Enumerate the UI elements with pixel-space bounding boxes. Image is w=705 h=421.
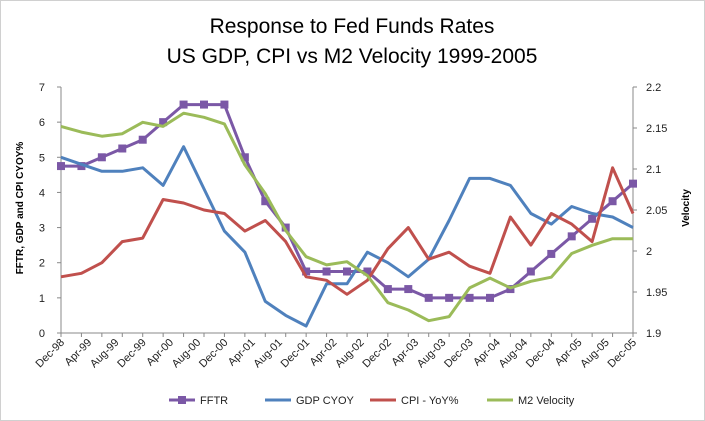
data-point-fftr (608, 197, 617, 206)
data-point-fftr (526, 267, 535, 276)
series-line-m2-velocity (60, 111, 633, 323)
data-point-fftr (486, 293, 494, 302)
data-point-fftr (179, 100, 188, 109)
x-tick-label: Aug-00 (170, 337, 204, 371)
y-right-tick-label: 1.95 (646, 287, 667, 299)
data-point-fftr (322, 267, 331, 276)
data-point-fftr (240, 153, 249, 162)
y-left-tick-label: 3 (39, 223, 45, 235)
x-tick-label: Aug-01 (251, 337, 285, 371)
series-line-gdp-cyoy (60, 145, 634, 328)
y-left-tick-label: 0 (39, 328, 45, 340)
data-point-fftr (567, 232, 576, 241)
y-right-tick-label: 2.1 (646, 164, 661, 176)
data-point-fftr (445, 293, 454, 302)
data-point-fftr (629, 179, 637, 188)
data-point-fftr (547, 249, 556, 258)
x-tick-label: Dec-02 (360, 337, 394, 371)
data-point-fftr (404, 285, 413, 294)
y-left-tick-label: 6 (39, 117, 45, 129)
x-tick-label: Dec-98 (34, 337, 68, 371)
data-point-fftr (465, 293, 474, 302)
chart-title-line-1: Response to Fed Funds Rates (210, 15, 495, 38)
y-left-tick-label: 4 (39, 187, 45, 199)
data-point-fftr (220, 100, 229, 109)
data-point-fftr (588, 214, 597, 223)
series-line-cpi-yoy (60, 166, 635, 296)
y-right-tick-label: 2.15 (646, 123, 667, 135)
y-axis-left-title: FFTR, GDP and CPI CYOY% (15, 142, 26, 275)
x-tick-label: Aug-02 (333, 337, 367, 371)
data-point-fftr (118, 144, 127, 153)
legend-label-fftr: FFTR (200, 395, 228, 407)
x-tick-label: Aug-03 (415, 337, 449, 371)
y-right-tick-label: 2.2 (646, 82, 661, 94)
legend-label-m2-velocity: M2 Velocity (518, 395, 575, 407)
x-tick-label: Dec-05 (606, 337, 640, 371)
data-point-fftr (261, 197, 270, 206)
y-left-tick-label: 2 (39, 258, 45, 270)
data-point-fftr (343, 267, 351, 276)
y-left-tick-label: 7 (39, 82, 45, 94)
legend-marker-fftr (178, 396, 186, 404)
legend: FFTR GDP CYOY CPI - YoY% M2 Velocity (169, 395, 575, 407)
y-left-tick-label: 5 (39, 152, 45, 164)
chart-title-line-2: US GDP, CPI vs M2 Velocity 1999-2005 (167, 45, 538, 68)
data-point-fftr (57, 162, 65, 171)
data-point-fftr (383, 285, 392, 294)
data-point-fftr (97, 153, 106, 162)
x-tick-label: Aug-04 (497, 337, 531, 371)
y-left-tick-label: 1 (39, 293, 45, 305)
y-right-tick-label: 2 (646, 246, 652, 258)
data-point-fftr (138, 135, 147, 144)
data-point-fftr (159, 118, 168, 127)
legend-label-cpi-yoy: CPI - YoY% (401, 395, 459, 407)
x-tick-label: Dec-03 (442, 337, 476, 371)
legend-label-gdp-cyoy: GDP CYOY (296, 395, 355, 407)
x-tick-label: Dec-99 (115, 337, 149, 371)
y-right-tick-label: 2.05 (646, 205, 667, 217)
x-tick-label: Dec-04 (524, 337, 558, 371)
x-tick-label: Aug-99 (88, 337, 122, 371)
x-tick-label: Dec-00 (197, 337, 231, 371)
data-point-fftr (302, 267, 311, 276)
x-tick-label: Dec-01 (279, 337, 313, 371)
data-point-fftr (200, 100, 208, 109)
y-axis-right-title: Velocity (681, 189, 692, 227)
y-right-tick-label: 1.9 (646, 328, 661, 340)
data-point-fftr (77, 162, 86, 171)
plot-area: 012345671.91.9522.052.12.152.2Dec-98Apr-… (34, 82, 668, 370)
x-tick-label: Aug-05 (578, 337, 612, 371)
data-point-fftr (363, 267, 372, 276)
data-point-fftr (424, 293, 433, 302)
